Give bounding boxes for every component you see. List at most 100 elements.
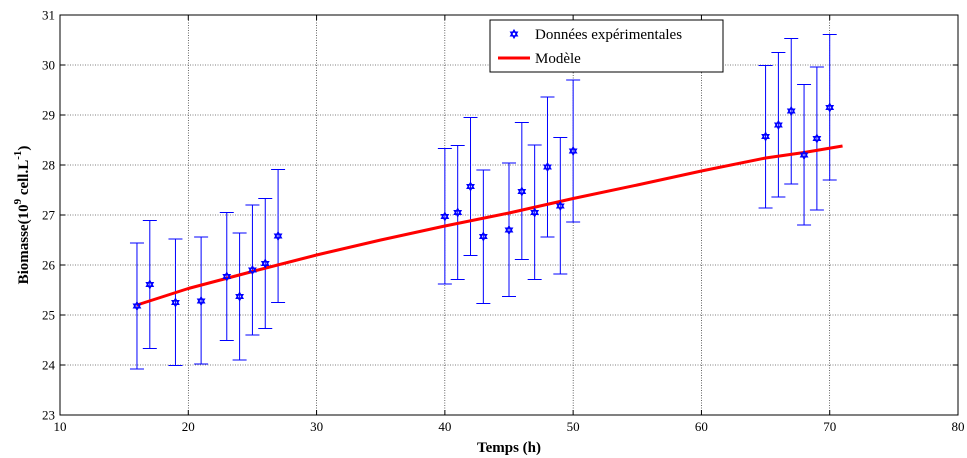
x-tick-label: 60 — [695, 419, 708, 434]
error-bar — [271, 169, 286, 303]
legend-box — [489, 19, 724, 73]
data-point — [786, 105, 796, 117]
marker-triangle-down — [761, 133, 770, 142]
marker-triangle-down — [799, 152, 809, 161]
x-axis-title: Temps (h) — [477, 440, 541, 456]
marker-triangle-up — [235, 291, 245, 300]
marker-triangle-up — [812, 133, 822, 142]
marker-triangle-down — [145, 281, 155, 290]
marker-triangle-down — [773, 122, 783, 131]
data-point — [504, 224, 514, 236]
y-tick-label: 25 — [42, 308, 55, 323]
data-point — [466, 181, 475, 192]
marker-triangle-down — [555, 203, 565, 212]
data-point — [530, 207, 540, 218]
marker-triangle-down — [812, 135, 822, 144]
error-bar — [219, 212, 234, 341]
data-point — [145, 279, 155, 290]
error-bar — [502, 162, 516, 297]
x-tick-label: 70 — [823, 419, 836, 434]
marker-triangle-down — [786, 108, 796, 117]
data-point — [517, 186, 527, 197]
error-bar — [437, 148, 452, 285]
marker-triangle-down — [235, 293, 245, 302]
y-tick-label: 26 — [42, 258, 56, 273]
error-bar — [784, 38, 799, 185]
y-tick-label: 23 — [42, 408, 55, 423]
marker-triangle-up — [171, 297, 180, 306]
x-tick-label: 20 — [182, 419, 195, 434]
legend-star-icon — [509, 28, 519, 40]
error-bar — [463, 117, 478, 256]
marker-triangle-up — [568, 145, 578, 154]
axis-ticks: 10 20 30 40 50 60 70 80 23 24 25 26 27 28 29 30 31 — [42, 8, 965, 435]
marker-triangle-up — [799, 149, 809, 158]
legend-label-experimental: Données expérimentales — [535, 27, 682, 43]
marker-triangle-up — [555, 200, 565, 209]
error-bar — [527, 144, 542, 280]
error-bar — [450, 145, 465, 280]
marker-triangle-up — [504, 224, 514, 233]
y-tick-label: 28 — [42, 158, 55, 173]
error-bars — [129, 34, 837, 370]
data-point — [453, 207, 463, 218]
marker-triangle-down — [504, 227, 514, 236]
data-point — [543, 161, 552, 173]
data-point — [799, 149, 809, 161]
y-axis-title-suffix: ) — [16, 146, 32, 151]
data-point — [132, 300, 142, 312]
marker-triangle-up — [248, 264, 257, 273]
marker-triangle-up — [761, 131, 770, 140]
x-tick-label: 10 — [54, 419, 67, 434]
data-point — [260, 258, 270, 269]
marker-triangle-down — [509, 31, 519, 40]
y-tick-label: 29 — [42, 108, 55, 123]
marker-triangle-up — [543, 161, 552, 170]
marker-triangle-down — [440, 213, 450, 222]
error-bar — [232, 232, 247, 361]
marker-triangle-down — [196, 298, 206, 307]
marker-triangle-up — [478, 231, 488, 240]
error-bar — [514, 122, 529, 260]
error-bar — [822, 34, 837, 181]
marker-triangle-up — [145, 279, 155, 288]
error-bar — [142, 220, 157, 349]
error-bar — [758, 65, 773, 209]
marker-triangle-down — [517, 188, 527, 197]
marker-triangle-down — [273, 233, 283, 242]
x-tick-label: 50 — [567, 419, 580, 434]
marker-triangle-down — [825, 104, 835, 113]
data-point — [440, 211, 450, 222]
error-bar — [129, 242, 144, 370]
marker-triangle-up — [509, 28, 519, 37]
legend-marker-experimental — [509, 28, 519, 40]
marker-triangle-up — [453, 207, 463, 216]
data-point — [235, 291, 245, 302]
data-point — [248, 264, 257, 276]
data-point — [555, 200, 565, 212]
legend: Données expérimentales Modèle — [489, 19, 724, 73]
marker-triangle-up — [466, 181, 475, 190]
error-bar — [771, 52, 786, 198]
marker-triangle-down — [543, 164, 552, 173]
marker-triangle-down — [466, 183, 475, 192]
marker-triangle-down — [260, 260, 270, 269]
y-axis-title-exponent-2: -1 — [12, 151, 24, 160]
data-points — [132, 102, 835, 312]
error-bar — [194, 236, 209, 365]
marker-triangle-up — [825, 102, 835, 111]
marker-triangle-up — [260, 258, 270, 267]
marker-triangle-down — [453, 209, 463, 218]
y-axis-title: Biomasse(109 cell.L-1) — [12, 146, 32, 285]
x-tick-label: 30 — [310, 419, 323, 434]
marker-triangle-down — [568, 148, 578, 157]
x-tick-label: 80 — [952, 419, 965, 434]
marker-triangle-up — [517, 186, 527, 195]
marker-triangle-up — [222, 271, 232, 280]
marker-triangle-up — [440, 211, 450, 220]
error-bar — [553, 137, 568, 275]
y-tick-label: 30 — [42, 58, 55, 73]
data-point — [825, 102, 835, 113]
marker-triangle-up — [530, 207, 540, 216]
